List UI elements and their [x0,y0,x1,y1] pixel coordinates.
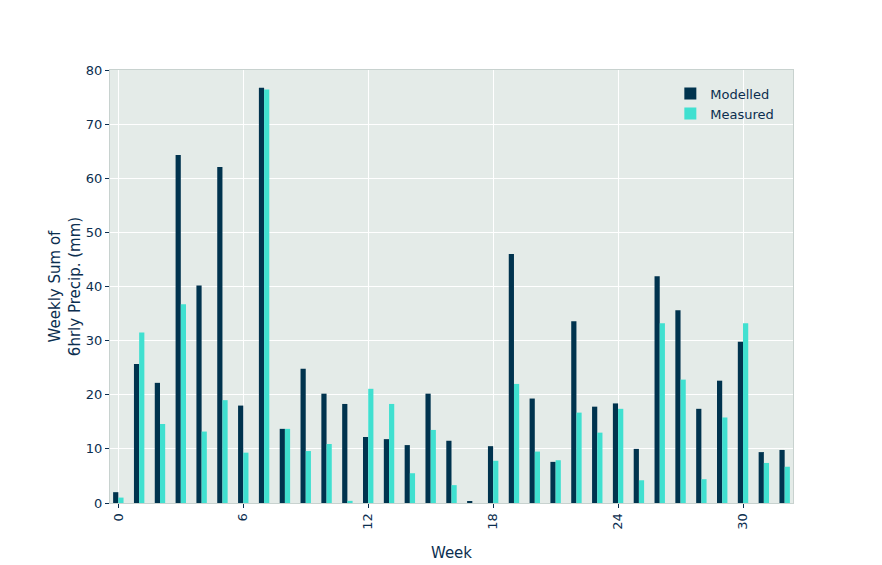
svg-text:20: 20 [86,387,103,402]
svg-text:Week: Week [431,544,472,562]
svg-text:30: 30 [86,333,103,348]
svg-text:60: 60 [86,171,103,186]
svg-text:70: 70 [86,117,103,132]
svg-text:Modelled: Modelled [710,87,769,102]
svg-text:Measured: Measured [710,107,774,122]
svg-text:80: 80 [86,63,103,78]
svg-text:50: 50 [86,225,103,240]
svg-text:0: 0 [94,496,102,511]
svg-text:0: 0 [111,513,126,521]
svg-text:30: 30 [735,513,750,530]
svg-text:6: 6 [235,513,250,521]
svg-text:40: 40 [86,279,103,294]
svg-text:24: 24 [610,513,625,530]
svg-text:10: 10 [86,441,103,456]
svg-text:Weekly Sum of6hrly Precip. (mm: Weekly Sum of6hrly Precip. (mm) [46,217,84,356]
svg-text:18: 18 [485,513,500,530]
svg-text:12: 12 [360,513,375,530]
